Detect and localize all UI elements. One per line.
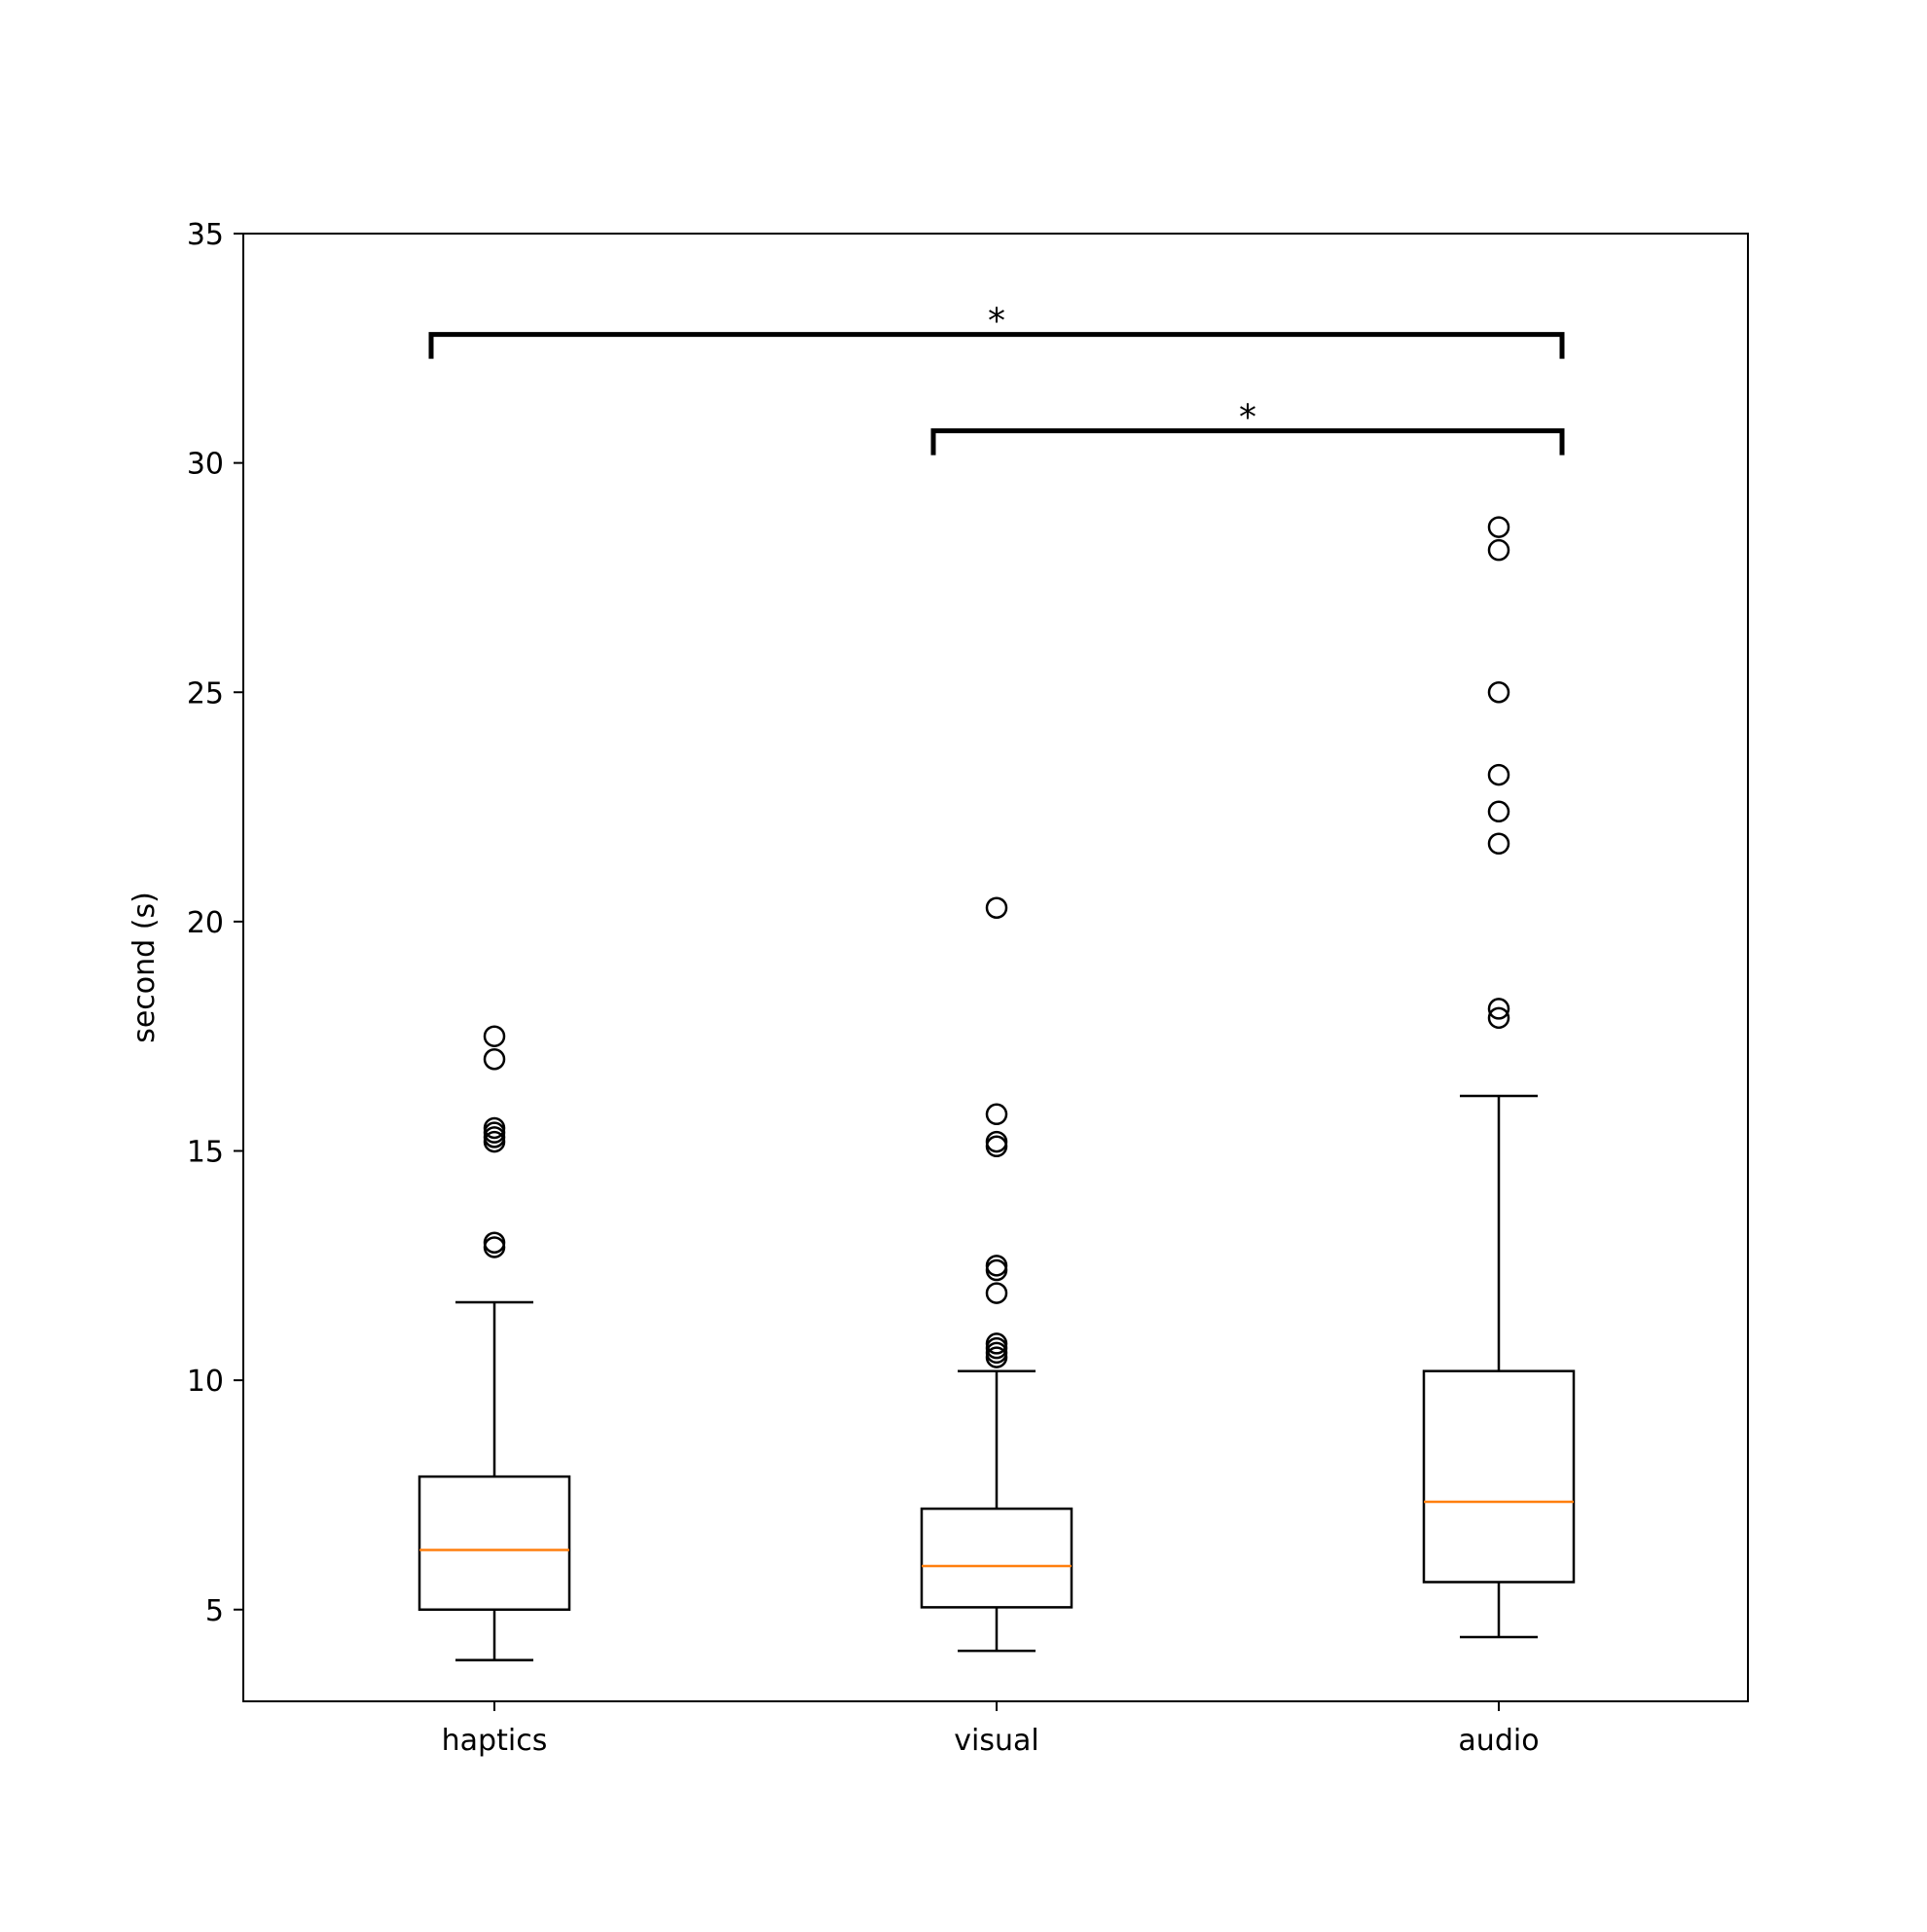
outlier-point <box>1487 516 1510 538</box>
y-tick-label: 25 <box>187 676 224 711</box>
outlier-point <box>483 1116 506 1140</box>
y-tick-label: 5 <box>205 1594 224 1628</box>
y-tick-label: 10 <box>187 1365 224 1399</box>
outlier-point <box>483 1048 506 1071</box>
outlier-point <box>1487 763 1510 786</box>
outlier-point <box>985 1282 1008 1304</box>
outlier-point <box>985 1130 1008 1153</box>
outlier-point <box>985 1258 1008 1282</box>
x-tick-label: visual <box>954 1724 1038 1758</box>
outlier-point <box>483 1231 506 1254</box>
x-tick-label: audio <box>1458 1724 1539 1758</box>
outlier-point <box>985 1332 1008 1355</box>
outlier-point <box>985 1103 1008 1126</box>
significance-bracket: * <box>930 398 1565 456</box>
outlier-point <box>1487 800 1510 823</box>
outlier-point <box>985 1255 1008 1277</box>
y-tick-label: 20 <box>187 906 224 940</box>
box-group-visual <box>920 896 1073 1653</box>
y-tick-label: 30 <box>187 448 224 482</box>
outlier-point <box>1487 832 1510 856</box>
outlier-point <box>985 1135 1008 1158</box>
outlier-point <box>1487 998 1510 1020</box>
bracket-line <box>930 428 1565 456</box>
y-axis-label: second (s) <box>127 892 162 1043</box>
box-group-audio <box>1422 516 1576 1639</box>
significance-label: * <box>1239 398 1256 438</box>
outlier-point <box>1487 538 1510 562</box>
significance-brackets: ** <box>428 302 1565 456</box>
y-tick-label: 15 <box>187 1136 224 1170</box>
iqr-box <box>920 1507 1073 1609</box>
significance-label: * <box>988 302 1005 342</box>
box-group-haptics <box>418 1025 571 1661</box>
x-axis: haptics visual audio <box>442 1701 1540 1758</box>
outlier-point <box>483 1025 506 1047</box>
significance-bracket: * <box>428 302 1565 359</box>
iqr-box <box>1422 1369 1576 1584</box>
bracket-line <box>428 332 1565 359</box>
outlier-point <box>1487 1006 1510 1030</box>
outlier-point <box>483 1236 506 1258</box>
outlier-point <box>985 896 1008 919</box>
iqr-box <box>418 1475 571 1612</box>
x-tick-label: haptics <box>442 1724 548 1758</box>
outlier-point <box>1487 681 1510 704</box>
y-tick-label: 35 <box>187 218 224 252</box>
y-axis: 5 10 15 20 25 30 35 <box>187 218 243 1628</box>
boxes <box>418 516 1576 1661</box>
